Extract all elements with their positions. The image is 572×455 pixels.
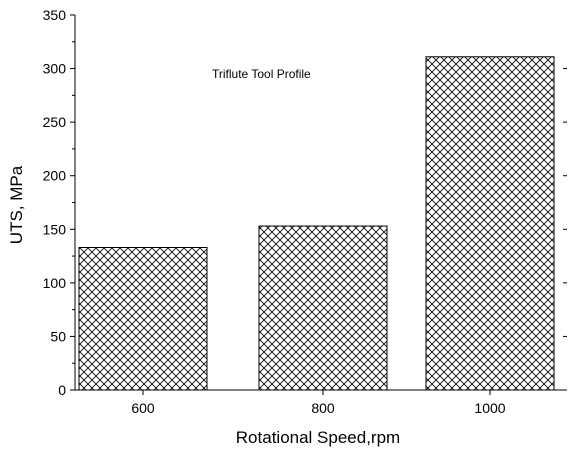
axes-layer [70, 14, 567, 395]
y-tick-label: 50 [50, 328, 66, 344]
x-tick-label: 600 [131, 400, 155, 416]
bar-600 [78, 247, 208, 391]
bars-layer [78, 56, 555, 391]
x-axis-title: Rotational Speed,rpm [236, 428, 400, 447]
labels-layer: 0 50 100 150 200 250 300 350 600 800 1000 [43, 7, 506, 416]
x-tick-label: 1000 [474, 400, 505, 416]
y-axis-title: UTS, MPa [7, 165, 26, 244]
annotation-text: Triflute Tool Profile [212, 67, 311, 81]
y-tick-label: 150 [43, 221, 67, 237]
bar-1000 [425, 56, 555, 391]
y-tick-label: 350 [43, 7, 67, 23]
y-tick-label: 0 [58, 382, 66, 398]
y-tick-label: 200 [43, 168, 67, 184]
y-tick-label: 300 [43, 61, 67, 77]
y-tick-label: 250 [43, 114, 67, 130]
y-tick-label: 100 [43, 275, 67, 291]
bar-800 [258, 225, 388, 391]
x-tick-label: 800 [311, 400, 335, 416]
